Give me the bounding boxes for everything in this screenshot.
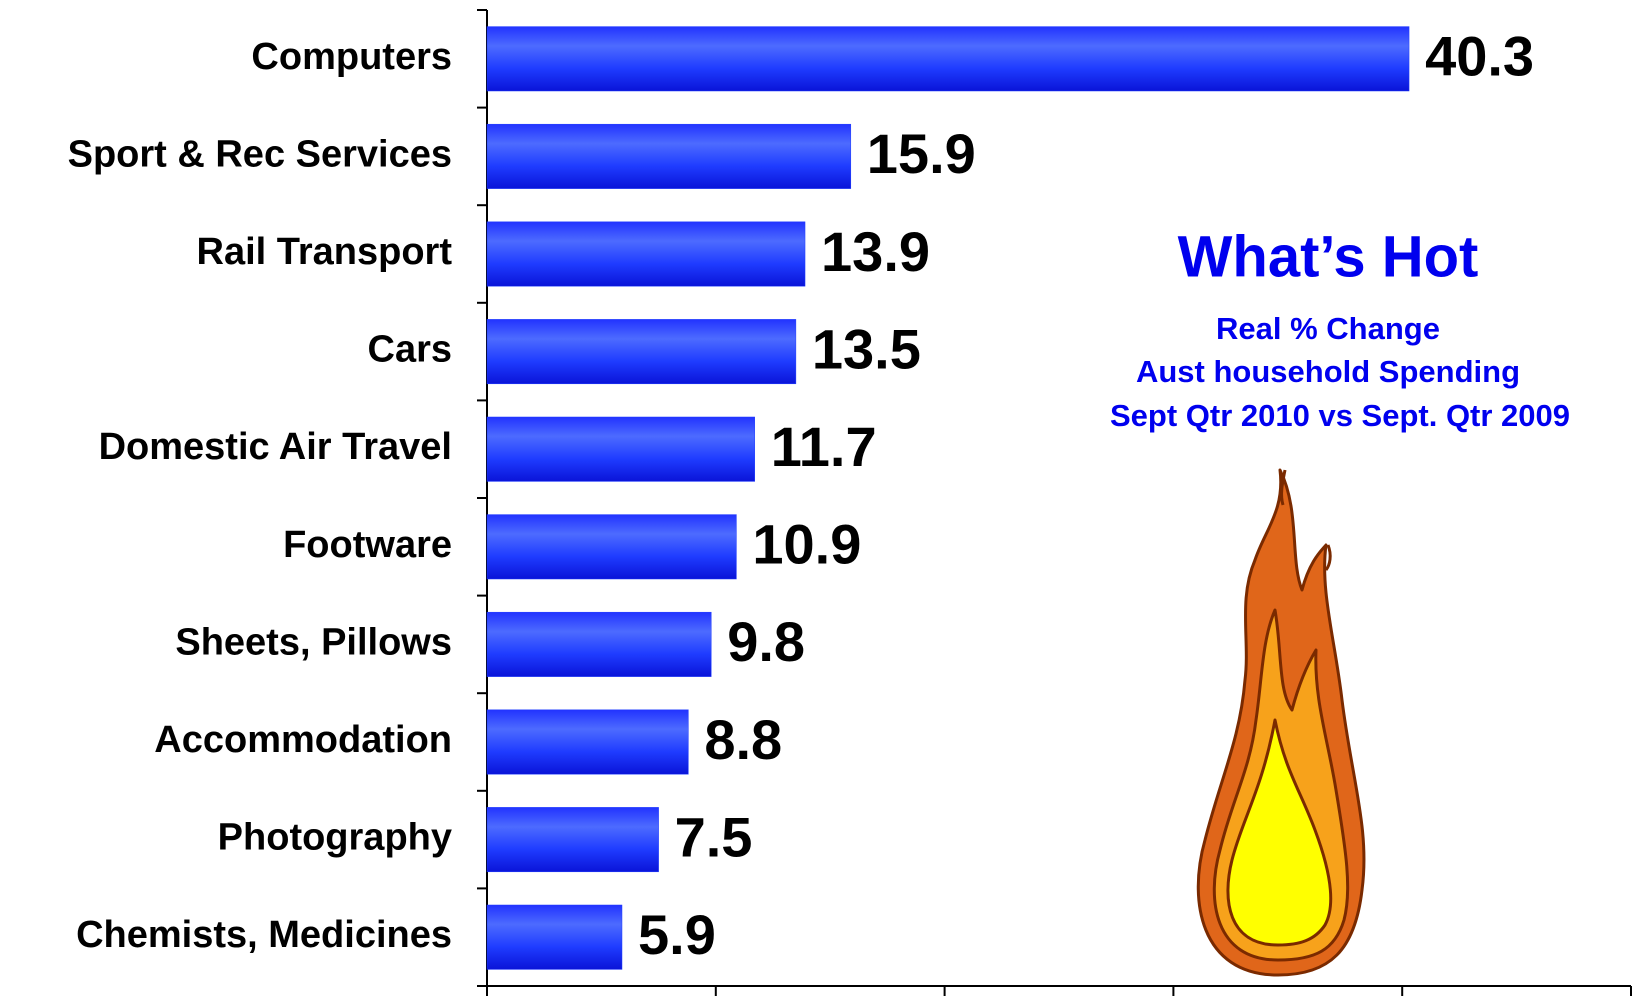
category-label: Sport & Rec Services [68,133,452,175]
annotation-subtitle: Real % Change [1216,311,1440,346]
flame-icon [1196,468,1366,977]
bar [486,904,623,970]
bar [486,319,797,385]
value-label: 5.9 [638,903,716,966]
bar [486,123,852,189]
category-label: Photography [218,817,452,859]
value-label: 8.8 [704,708,782,771]
annotation-subtitle: Sept Qtr 2010 vs Sept. Qtr 2009 [1110,398,1570,433]
value-label: 11.7 [771,415,877,478]
category-label: Cars [368,329,453,371]
value-label: 7.5 [675,805,753,868]
category-label: Chemists, Medicines [76,914,452,956]
category-label: Computers [251,36,452,78]
bar [486,611,712,677]
bar [486,221,806,287]
bar [486,807,659,873]
bar [486,709,689,775]
category-label: Domestic Air Travel [99,426,452,468]
value-label: 9.8 [727,610,805,673]
bar [486,514,737,580]
category-label: Rail Transport [197,231,453,273]
value-label: 13.9 [821,220,930,283]
category-label: Sheets, Pillows [175,621,452,663]
value-label: 40.3 [1425,25,1534,88]
annotation-subtitle: Aust household Spending [1136,354,1520,389]
value-label: 13.5 [812,317,921,380]
value-label: 10.9 [752,513,861,576]
category-label: Accommodation [154,719,452,761]
value-label: 15.9 [867,122,976,185]
bar [486,26,1410,92]
category-label: Footware [283,524,452,566]
annotation-title: What’s Hot [1178,224,1479,289]
bar [486,416,755,482]
